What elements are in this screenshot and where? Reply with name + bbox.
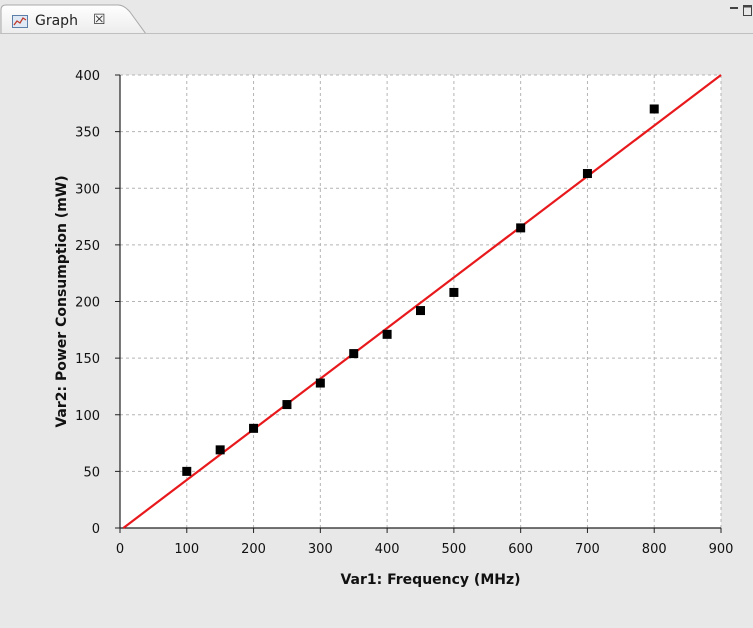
x-tick-label: 200 — [241, 542, 266, 557]
axes — [115, 74, 722, 533]
x-tick-label: 700 — [575, 542, 600, 557]
data-point — [416, 306, 425, 316]
scatter-chart: 0 100 200 300 400 500 600 700 800 900 0 50 100 150 200… — [54, 69, 733, 588]
data-point — [449, 287, 459, 297]
y-tick-label: 400 — [75, 69, 100, 84]
data-point — [349, 349, 359, 359]
x-tick-label: 800 — [642, 542, 667, 557]
data-point — [649, 104, 659, 114]
x-tick-label: 100 — [174, 542, 199, 557]
graph-view-icon — [12, 15, 28, 28]
y-tick-label: 150 — [75, 352, 100, 367]
maximize-icon[interactable] — [742, 4, 752, 16]
tab-title: Graph — [35, 13, 78, 29]
view-window-controls — [729, 4, 753, 20]
x-tick-label: 300 — [308, 542, 333, 557]
x-tick-label: 0 — [116, 542, 124, 557]
close-icon[interactable]: ☒ — [93, 12, 106, 28]
data-point — [249, 423, 259, 433]
x-tick-label: 600 — [508, 542, 533, 557]
tab-bar-divider — [0, 33, 753, 34]
data-point — [315, 378, 325, 388]
grid-lines — [120, 74, 722, 528]
tab-graph[interactable]: Graph ☒ — [0, 4, 146, 34]
y-tick-label: 300 — [75, 182, 100, 197]
data-point — [582, 169, 592, 179]
minimize-icon[interactable] — [729, 4, 739, 14]
tab-shape — [0, 4, 146, 34]
data-point — [215, 445, 225, 455]
data-point — [382, 329, 392, 339]
x-axis-title: Var1: Frequency (MHz) — [340, 572, 520, 588]
data-point — [516, 223, 526, 233]
tick-labels: 0 100 200 300 400 500 600 700 800 900 0 50 100 150 200… — [75, 69, 733, 557]
y-tick-label: 50 — [83, 465, 100, 480]
y-tick-label: 100 — [75, 409, 100, 424]
y-axis-title: Var2: Power Consumption (mW) — [54, 175, 70, 427]
x-tick-label: 400 — [375, 542, 400, 557]
y-tick-label: 200 — [75, 296, 100, 311]
view-tab-bar: Graph ☒ — [0, 0, 753, 34]
x-tick-label: 500 — [441, 542, 466, 557]
data-point — [282, 400, 292, 410]
data-points — [182, 104, 659, 476]
y-tick-label: 350 — [75, 126, 100, 141]
y-tick-label: 0 — [92, 522, 100, 537]
y-tick-label: 250 — [75, 239, 100, 254]
x-tick-label: 900 — [709, 542, 734, 557]
data-point — [182, 466, 192, 476]
